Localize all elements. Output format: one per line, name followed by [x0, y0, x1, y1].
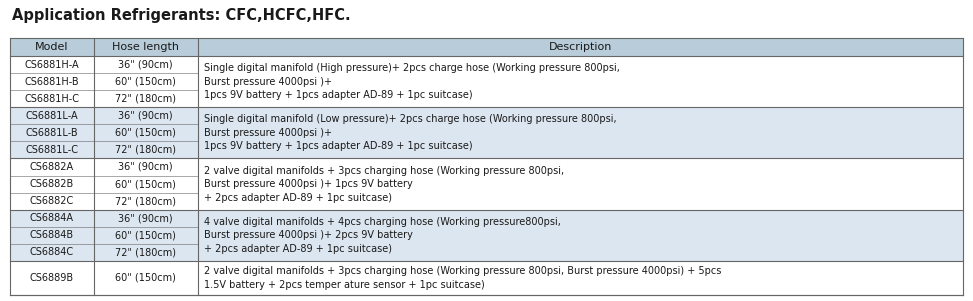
Text: 72" (180cm): 72" (180cm): [116, 247, 176, 257]
Text: CS6881H-A: CS6881H-A: [24, 60, 79, 70]
Text: Burst pressure 4000psi )+: Burst pressure 4000psi )+: [203, 77, 332, 87]
Bar: [10, 261, 963, 295]
Text: CS6881H-C: CS6881H-C: [24, 94, 80, 104]
Text: Application Refrigerants: CFC,HCFC,HFC.: Application Refrigerants: CFC,HCFC,HFC.: [12, 8, 350, 23]
Text: 1pcs 9V battery + 1pcs adapter AD-89 + 1pc suitcase): 1pcs 9V battery + 1pcs adapter AD-89 + 1…: [203, 141, 472, 151]
Text: CS6889B: CS6889B: [30, 273, 74, 283]
Text: 72" (180cm): 72" (180cm): [116, 196, 176, 206]
Text: CS6881L-A: CS6881L-A: [25, 111, 78, 121]
Text: 36" (90cm): 36" (90cm): [119, 213, 173, 223]
Text: Burst pressure 4000psi )+ 2pcs 9V battery: Burst pressure 4000psi )+ 2pcs 9V batter…: [203, 230, 413, 240]
Text: CS6884B: CS6884B: [30, 230, 74, 240]
Text: Hose length: Hose length: [112, 42, 179, 52]
Text: 60" (150cm): 60" (150cm): [116, 77, 176, 87]
Text: CS6882B: CS6882B: [30, 179, 74, 189]
Text: CS6882C: CS6882C: [30, 196, 74, 206]
Text: Description: Description: [549, 42, 612, 52]
Text: Single digital manifold (Low pressure)+ 2pcs charge hose (Working pressure 800ps: Single digital manifold (Low pressure)+ …: [203, 114, 616, 124]
Text: 60" (150cm): 60" (150cm): [116, 179, 176, 189]
Bar: [10, 107, 963, 158]
Text: 1.5V battery + 2pcs temper ature sensor + 1pc suitcase): 1.5V battery + 2pcs temper ature sensor …: [203, 280, 485, 290]
Text: Burst pressure 4000psi )+ 1pcs 9V battery: Burst pressure 4000psi )+ 1pcs 9V batter…: [203, 179, 413, 189]
Bar: [10, 209, 963, 261]
Text: 72" (180cm): 72" (180cm): [116, 94, 176, 104]
Text: 60" (150cm): 60" (150cm): [116, 273, 176, 283]
Text: CS6881L-C: CS6881L-C: [25, 145, 79, 155]
Text: CS6884A: CS6884A: [30, 213, 74, 223]
Text: 72" (180cm): 72" (180cm): [116, 145, 176, 155]
Text: 1pcs 9V battery + 1pcs adapter AD-89 + 1pc suitcase): 1pcs 9V battery + 1pcs adapter AD-89 + 1…: [203, 90, 472, 100]
Text: 36" (90cm): 36" (90cm): [119, 111, 173, 121]
Text: Single digital manifold (High pressure)+ 2pcs charge hose (Working pressure 800p: Single digital manifold (High pressure)+…: [203, 63, 620, 73]
Text: 60" (150cm): 60" (150cm): [116, 230, 176, 240]
Text: Model: Model: [35, 42, 69, 52]
Text: CS6882A: CS6882A: [30, 162, 74, 172]
Text: 36" (90cm): 36" (90cm): [119, 60, 173, 70]
Text: + 2pcs adapter AD-89 + 1pc suitcase): + 2pcs adapter AD-89 + 1pc suitcase): [203, 244, 392, 254]
Text: + 2pcs adapter AD-89 + 1pc suitcase): + 2pcs adapter AD-89 + 1pc suitcase): [203, 193, 392, 203]
Text: 4 valve digital manifolds + 4pcs charging hose (Working pressure800psi,: 4 valve digital manifolds + 4pcs chargin…: [203, 217, 560, 227]
Text: CS6884C: CS6884C: [30, 247, 74, 257]
Text: CS6881H-B: CS6881H-B: [24, 77, 79, 87]
Bar: [10, 56, 963, 107]
Text: CS6881L-B: CS6881L-B: [25, 128, 78, 138]
Text: 60" (150cm): 60" (150cm): [116, 128, 176, 138]
Text: Burst pressure 4000psi )+: Burst pressure 4000psi )+: [203, 128, 332, 138]
Bar: [10, 38, 963, 56]
Text: 2 valve digital manifolds + 3pcs charging hose (Working pressure 800psi,: 2 valve digital manifolds + 3pcs chargin…: [203, 166, 564, 175]
Text: 2 valve digital manifolds + 3pcs charging hose (Working pressure 800psi, Burst p: 2 valve digital manifolds + 3pcs chargin…: [203, 266, 721, 276]
Text: 36" (90cm): 36" (90cm): [119, 162, 173, 172]
Bar: [10, 158, 963, 209]
